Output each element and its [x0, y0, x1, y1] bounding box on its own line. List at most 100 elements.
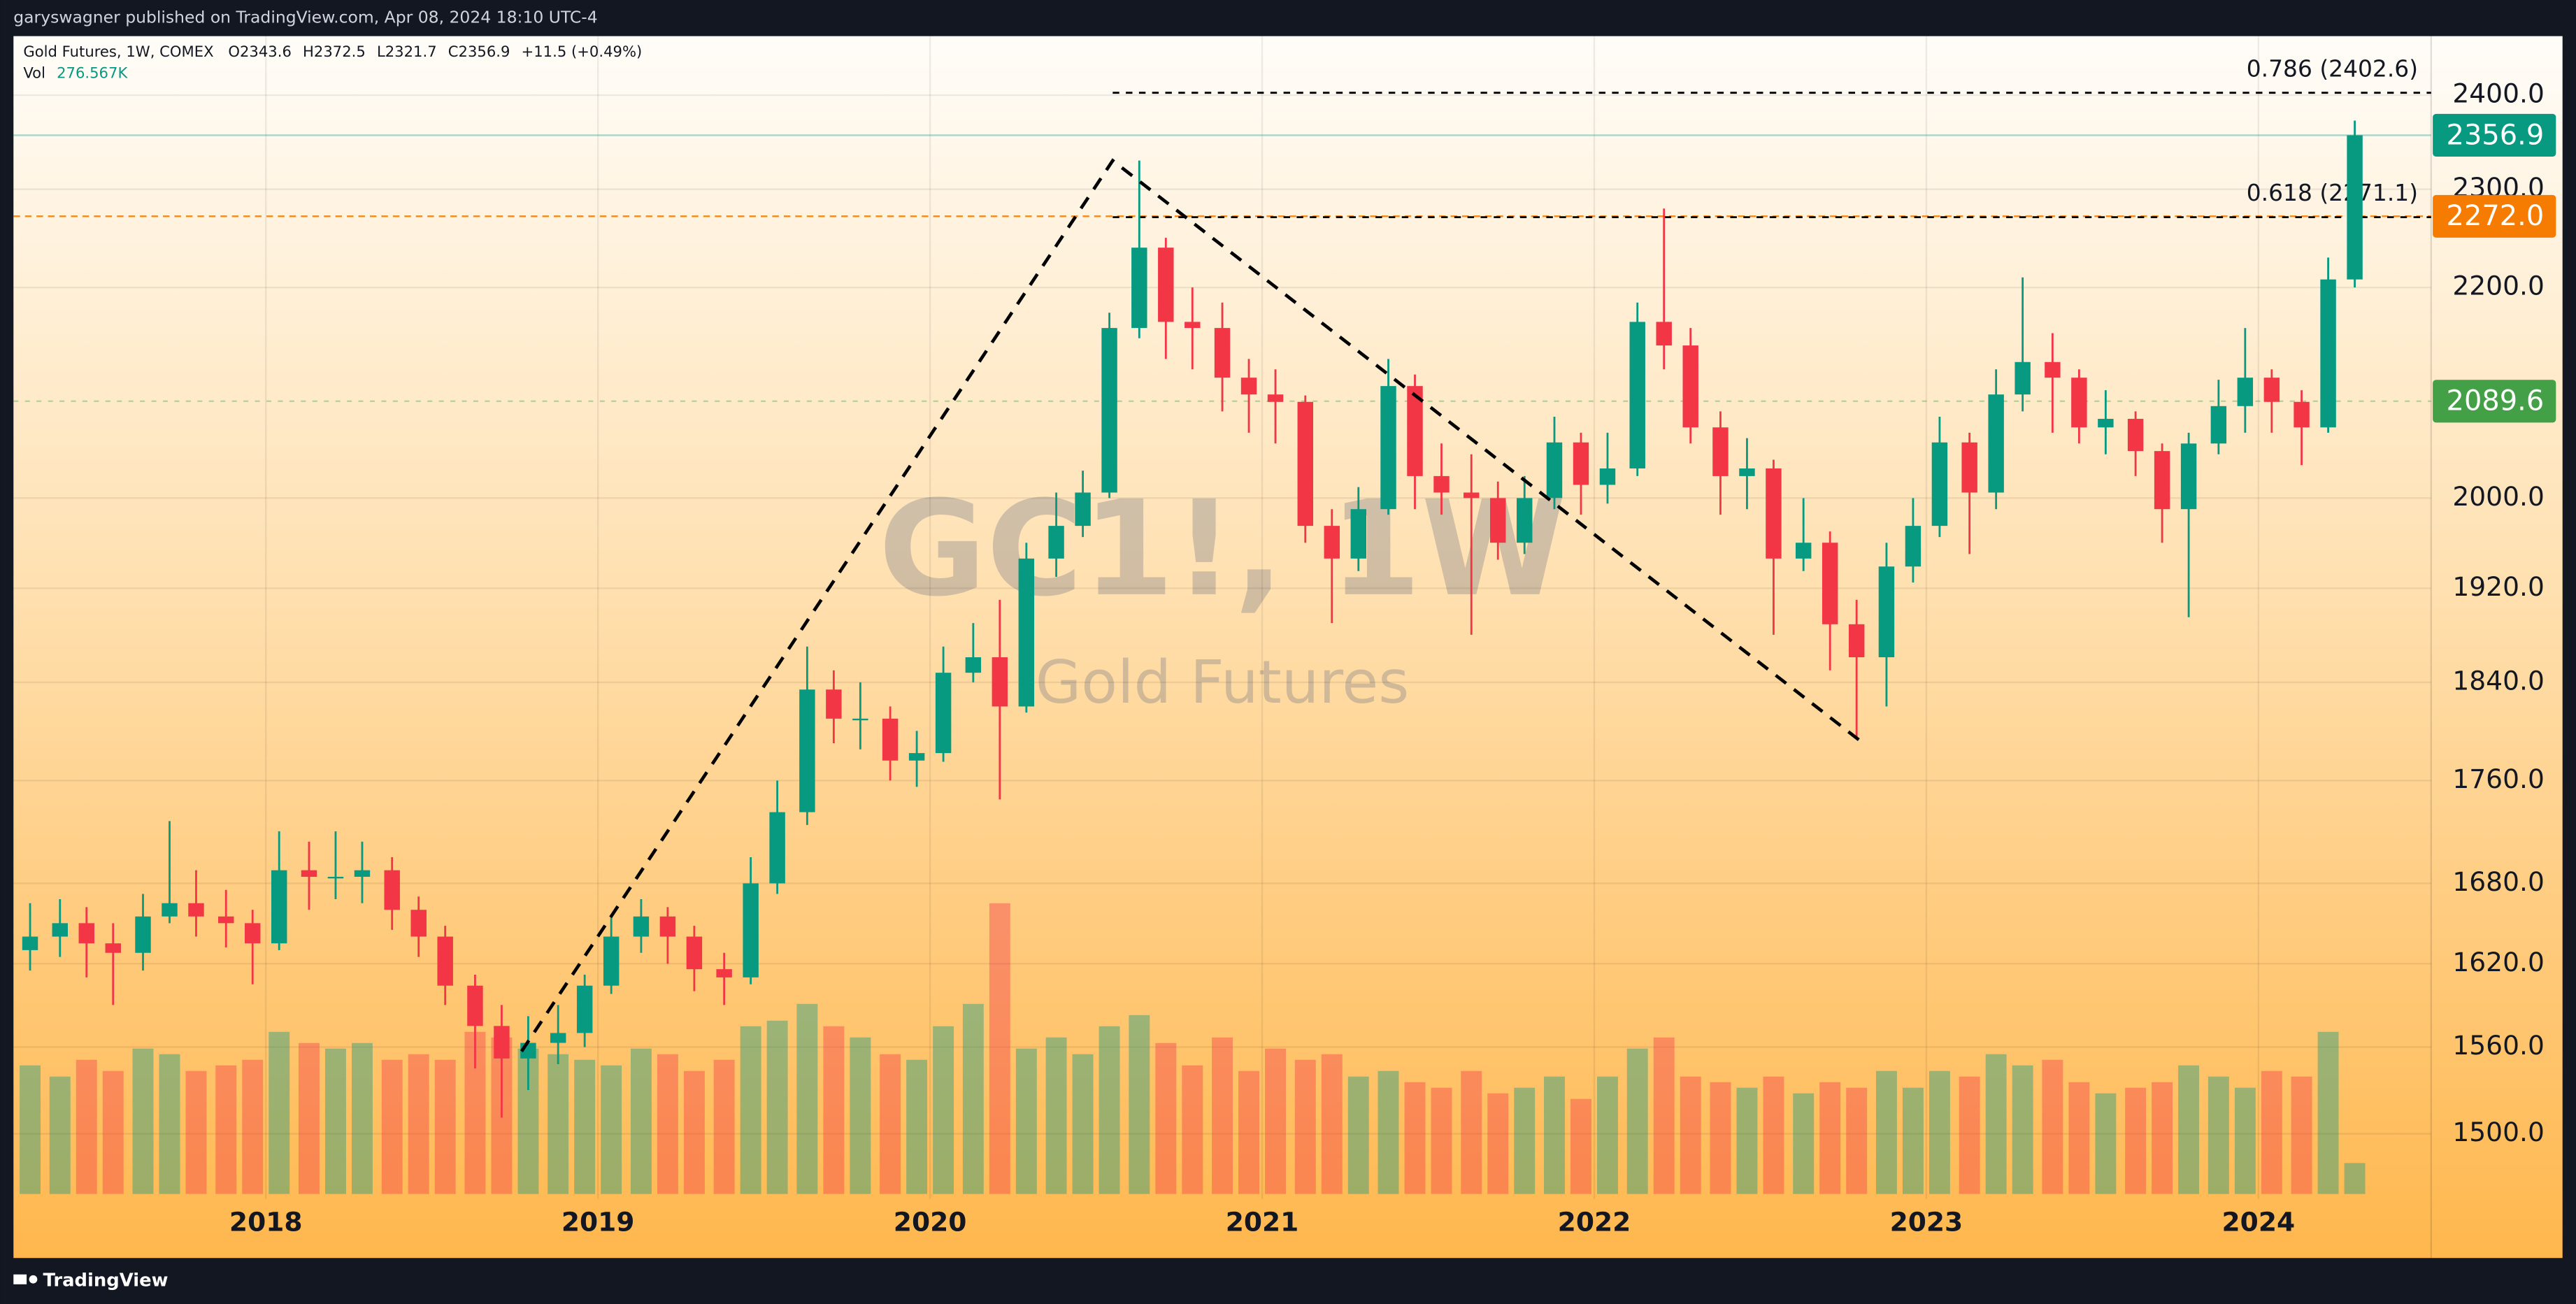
- candle-body: [1905, 526, 1922, 567]
- candle-body: [1822, 543, 1838, 624]
- volume-bar: [1710, 1082, 1731, 1194]
- candle-body: [1546, 442, 1563, 499]
- logo: [13, 1274, 38, 1284]
- volume-bar: [185, 1070, 207, 1194]
- candle-body: [1101, 328, 1117, 493]
- price-label-box: [2433, 380, 2556, 423]
- volume-legend-value: 276.567K: [57, 64, 128, 82]
- candle-body: [301, 870, 317, 877]
- volume-bar: [159, 1054, 180, 1194]
- volume-bar: [1736, 1087, 1758, 1194]
- y-tick-label: 1920.0: [2452, 571, 2545, 602]
- candle-body: [384, 870, 400, 910]
- volume-bar: [574, 1059, 596, 1194]
- candle-body: [218, 916, 234, 924]
- volume-bar: [1182, 1065, 1203, 1194]
- candle-body: [410, 910, 427, 937]
- candle-body: [799, 689, 815, 812]
- candle-body: [1599, 468, 1616, 485]
- volume-bar: [933, 1026, 954, 1194]
- volume-bar: [823, 1026, 845, 1194]
- candle-body: [22, 936, 38, 950]
- candle-body: [1656, 322, 1672, 346]
- y-tick-label: 1560.0: [2452, 1030, 2545, 1061]
- volume-bar: [880, 1054, 901, 1194]
- legend-open: O2343.6: [228, 43, 292, 60]
- volume-legend-label: Vol: [23, 64, 45, 82]
- chart-background: [13, 36, 2563, 1259]
- fib-label: 0.618 (2271.1): [2247, 179, 2418, 206]
- price-label: 2089.6: [2447, 385, 2545, 417]
- candle-body: [245, 923, 261, 944]
- volume-bar: [1212, 1037, 1233, 1194]
- volume-bar: [1653, 1037, 1675, 1194]
- attribution: garyswagner published on TradingView.com…: [13, 7, 597, 27]
- volume-bar: [2178, 1065, 2200, 1194]
- legend-low: L2321.7: [377, 43, 437, 60]
- candle-body: [576, 985, 593, 1033]
- candle-body: [327, 876, 344, 879]
- volume-bar: [989, 903, 1010, 1194]
- volume-bar: [601, 1065, 622, 1194]
- candle-body: [882, 718, 899, 761]
- candle-body: [2263, 378, 2280, 402]
- volume-bar: [2317, 1031, 2339, 1194]
- candle-body: [2015, 361, 2031, 395]
- candle-body: [1433, 475, 1450, 493]
- y-tick-label: 1680.0: [2452, 866, 2545, 897]
- candle-body: [1573, 442, 1589, 485]
- volume-bar: [548, 1054, 569, 1194]
- candle-body: [437, 936, 453, 986]
- candle-body: [992, 657, 1008, 707]
- volume-bar: [1902, 1087, 1924, 1194]
- candle-body: [659, 916, 676, 937]
- candle-body: [2045, 361, 2061, 378]
- x-tick-label: 2024: [2222, 1206, 2296, 1237]
- candle-body: [1267, 394, 1284, 402]
- volume-bar: [299, 1043, 320, 1194]
- candle-body: [826, 689, 842, 719]
- candle-body: [1297, 401, 1313, 526]
- volume-bar: [2042, 1059, 2063, 1194]
- volume-bar: [630, 1048, 652, 1194]
- volume-bar: [2095, 1093, 2117, 1194]
- volume-bar: [20, 1065, 41, 1194]
- plot: 0.786 (2402.6) 0.618 (2271.1): [13, 36, 2431, 1199]
- volume-bar: [1347, 1076, 1369, 1194]
- candle-body: [1324, 526, 1340, 559]
- candle-body: [1240, 378, 1257, 395]
- candle-body: [188, 903, 204, 917]
- candle-body: [1931, 442, 1948, 526]
- x-tick-label: 2018: [229, 1206, 303, 1237]
- volume-bar: [1129, 1015, 1150, 1194]
- legend: Gold Futures, 1W, COMEX O2343.6 H2372.5 …: [23, 43, 642, 60]
- volume-bar: [2344, 1163, 2366, 1194]
- candle-body: [1739, 468, 1755, 476]
- candle-body: [1988, 394, 2004, 493]
- x-tick-label: 2022: [1558, 1206, 1631, 1237]
- volume-bar: [1875, 1070, 1897, 1194]
- fib-label: 0.786 (2402.6): [2247, 55, 2418, 82]
- volume-bar: [850, 1037, 871, 1194]
- y-tick-label: 2200.0: [2452, 271, 2545, 301]
- candle-body: [1490, 498, 1506, 543]
- volume-bar: [796, 1003, 818, 1194]
- candle-body: [271, 870, 287, 944]
- volume-bar: [325, 1048, 346, 1194]
- candle-body: [1878, 566, 1895, 658]
- candle-body: [908, 753, 925, 761]
- candle-body: [494, 1026, 510, 1059]
- volume-bar: [683, 1070, 705, 1194]
- volume-bar: [1072, 1054, 1094, 1194]
- candle-body: [1075, 492, 1091, 526]
- candle-body: [2294, 401, 2310, 428]
- volume-bar: [132, 1048, 154, 1194]
- volume-bar: [269, 1031, 290, 1194]
- y-tick-label: 2000.0: [2452, 481, 2545, 512]
- legend-title: Gold Futures, 1W, COMEX: [23, 43, 213, 60]
- volume-bar: [49, 1076, 71, 1194]
- volume-bar: [1461, 1070, 1482, 1194]
- price-label-box: [2433, 194, 2556, 238]
